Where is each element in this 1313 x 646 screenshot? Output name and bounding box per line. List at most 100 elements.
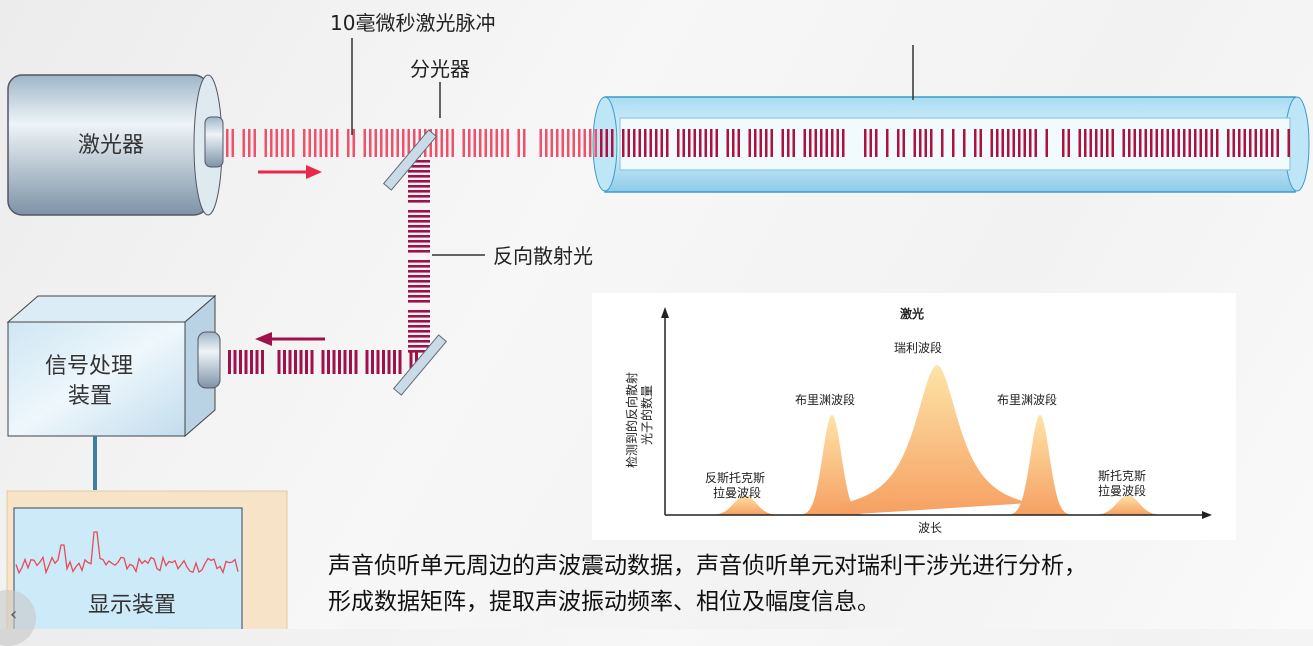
pulse-stripe — [408, 335, 430, 338]
pulse-stripe — [248, 129, 251, 157]
pulse-stripe — [413, 129, 416, 157]
spectrum-peak — [1001, 415, 1078, 515]
peak-label: 反斯托克斯 — [705, 471, 765, 485]
pulse-stripe — [589, 129, 592, 157]
pulse-stripe — [941, 129, 944, 157]
pulse-stripe — [787, 129, 790, 157]
pulse-stripe — [484, 129, 487, 157]
pulse-stripe — [517, 129, 520, 157]
pulse-stripe — [1089, 129, 1092, 157]
pulse-stripe — [633, 129, 636, 157]
pulse-stripe — [314, 129, 317, 157]
pulse-stripe — [332, 350, 336, 374]
pulse-stripe — [451, 129, 454, 157]
pulse-stripe — [572, 129, 575, 157]
pulse-stripe — [1194, 129, 1197, 157]
spectrum-ylabel-2: 光子的数量 — [639, 385, 654, 445]
pulse-stripe — [1012, 129, 1015, 157]
pulse-stripe — [622, 129, 625, 157]
signal-waveform — [15, 531, 239, 575]
pulse-stripe — [737, 129, 740, 157]
pulse-stripe — [1106, 129, 1109, 157]
pulse-stripe — [1001, 129, 1004, 157]
pulse-stripe — [759, 129, 762, 157]
pulse-stripe — [408, 160, 430, 163]
spectrum-xlabel: 波长 — [918, 521, 942, 535]
pulse-stripe — [244, 350, 248, 374]
pulse-stripe — [408, 230, 430, 233]
pulse-stripe — [869, 129, 872, 157]
pulse-stripe — [365, 350, 369, 374]
pulse-stripe — [963, 129, 966, 157]
pulse-stripe — [770, 129, 773, 157]
pulse-stripe — [347, 129, 350, 157]
pulse-stripe — [732, 129, 735, 157]
pulse-stripe — [704, 129, 707, 157]
pulse-stripe — [354, 350, 358, 374]
pulse-stripe — [387, 350, 391, 374]
pulse-stripe — [408, 250, 430, 253]
pulse-stripe — [1100, 129, 1103, 157]
pulse-stripe — [352, 129, 355, 157]
pulse-stripe — [408, 245, 430, 248]
pulse-stripe — [270, 129, 273, 157]
pulse-stripe — [600, 129, 603, 157]
pulse-stripe — [233, 350, 237, 374]
pulse-stripe — [239, 350, 242, 374]
pulse-stripe — [693, 129, 696, 157]
pulse-stripe — [1276, 129, 1279, 157]
pulse-stripe — [1062, 129, 1065, 157]
pulse-stripe — [688, 129, 691, 157]
pulse-stripe — [831, 129, 834, 157]
pulse-stripe — [781, 129, 784, 157]
pulse-stripe — [275, 129, 278, 157]
pulse-stripe — [952, 129, 955, 157]
pulse-stripe — [398, 350, 402, 374]
peak-label: 拉曼波段 — [713, 485, 761, 500]
pulse-stripe — [343, 350, 347, 374]
pulse-stripe — [567, 129, 570, 157]
pulse-stripe — [325, 129, 328, 157]
pulse-stripe — [550, 129, 553, 157]
pulse-stripe — [292, 129, 295, 157]
pulse-stripe — [408, 310, 430, 313]
pulse-stripe — [1166, 129, 1169, 157]
pulse-stripe — [408, 195, 430, 198]
pulse-stripe — [1139, 129, 1142, 157]
pulse-stripe — [408, 325, 430, 328]
pulse-stripe — [1183, 129, 1186, 157]
pulse-stripe — [327, 350, 330, 374]
pulse-stripe — [1271, 129, 1274, 157]
pulse-stripe — [1287, 129, 1290, 157]
pulse-stripe — [660, 129, 663, 157]
pulse-stripe — [408, 225, 430, 228]
pulse-stripe — [408, 235, 430, 238]
pulse-stripe — [440, 129, 443, 157]
pulse-stripe — [1144, 129, 1147, 157]
splitter-label: 分光器 — [410, 57, 470, 81]
peak-label: 瑞利波段 — [894, 340, 942, 355]
pulse-stripe — [408, 185, 430, 188]
pulse-stripe — [490, 129, 493, 157]
optical-fiber — [592, 45, 1310, 193]
pulse-stripe — [820, 129, 823, 157]
pulse-stripe — [380, 129, 383, 157]
pulse-stripe — [408, 320, 430, 323]
fiber-sensing-diagram: 激光器 10毫微秒激光脉冲 分光器 反向散射光 信号处理 装置 — [6, 11, 1310, 629]
pulse-stripe — [446, 129, 449, 157]
pulse-stripe — [825, 129, 828, 157]
pulse-stripe — [792, 129, 795, 157]
pulse-stripe — [1007, 129, 1010, 157]
pulse-stripe — [281, 129, 284, 157]
pulse-stripe — [468, 129, 471, 157]
pulse-stripe — [253, 129, 256, 157]
pulse-stripe — [1210, 129, 1213, 157]
pulse-stripe — [473, 129, 476, 157]
pulse-stripe — [1249, 129, 1252, 157]
pulse-stripe — [330, 129, 333, 157]
caption-line-2: 形成数据矩阵，提取声波振动频率、相位及幅度信息。 — [328, 589, 880, 615]
pulse-stripe — [1078, 129, 1081, 157]
pulse-stripe — [255, 350, 259, 374]
pulse-stripe — [1177, 129, 1180, 157]
display-label: 显示装置 — [88, 593, 176, 618]
